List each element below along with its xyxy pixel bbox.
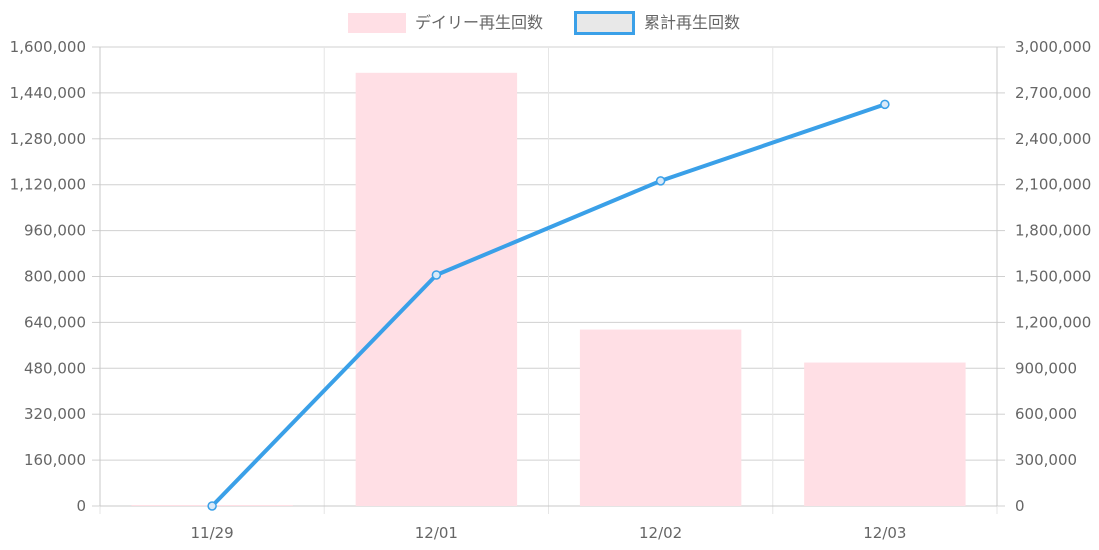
line-point[interactable] <box>880 99 890 110</box>
right-tick-label: 300,000 <box>1015 451 1077 469</box>
bar[interactable] <box>804 362 966 506</box>
left-tick-label: 640,000 <box>24 313 86 331</box>
legend-swatch-cumulative[interactable] <box>574 11 635 35</box>
right-tick-label: 1,500,000 <box>1015 268 1091 286</box>
legend-label-cumulative[interactable]: 累計再生回数 <box>644 13 740 32</box>
left-tick-label: 320,000 <box>24 405 86 423</box>
right-tick-label: 2,400,000 <box>1015 130 1091 148</box>
left-tick-label: 800,000 <box>24 268 86 286</box>
right-tick-label: 1,200,000 <box>1015 313 1091 331</box>
line-point[interactable] <box>207 501 217 511</box>
right-tick-label: 1,800,000 <box>1015 222 1091 240</box>
line-point[interactable] <box>655 176 666 186</box>
left-axis-ticks: 0 160,000 320,000 480,000 640,000 800,000 960,… <box>10 38 86 515</box>
left-tick-label: 1,600,000 <box>10 38 86 56</box>
right-tick-label: 3,000,000 <box>1015 38 1091 56</box>
left-tick-label: 1,440,000 <box>10 84 86 102</box>
series-line <box>210 102 887 508</box>
left-tick-label: 960,000 <box>24 222 86 240</box>
x-axis-ticks: 11/29 12/01 12/02 12/03 <box>191 524 907 542</box>
left-tick-label: 1,280,000 <box>10 130 86 148</box>
left-tick-label: 160,000 <box>24 451 86 469</box>
right-axis-ticks: 0 300,000 600,000 900,000 1,200,000 1,500,000… <box>1015 38 1091 515</box>
left-tick-label: 480,000 <box>24 359 86 377</box>
bar[interactable] <box>355 72 518 506</box>
left-tick-label: 0 <box>76 497 86 515</box>
legend[interactable]: デイリー再生回数 累計再生回数 <box>348 11 740 35</box>
x-tick-label: 12/02 <box>639 524 682 542</box>
x-tick-label: 11/29 <box>191 524 234 542</box>
cumulative-line <box>207 99 890 511</box>
line-point[interactable] <box>431 270 442 280</box>
right-tick-label: 2,100,000 <box>1015 176 1091 194</box>
x-tick-label: 12/01 <box>415 524 458 542</box>
right-tick-label: 600,000 <box>1015 405 1077 423</box>
x-tick-label: 12/03 <box>863 524 906 542</box>
legend-label-daily[interactable]: デイリー再生回数 <box>415 13 543 32</box>
legend-swatch-daily[interactable] <box>348 13 406 33</box>
daily-bars <box>131 72 966 506</box>
right-tick-label: 0 <box>1015 497 1025 515</box>
left-tick-label: 1,120,000 <box>10 176 86 194</box>
right-tick-label: 900,000 <box>1015 359 1077 377</box>
right-tick-label: 2,700,000 <box>1015 84 1091 102</box>
bar[interactable] <box>579 329 742 506</box>
